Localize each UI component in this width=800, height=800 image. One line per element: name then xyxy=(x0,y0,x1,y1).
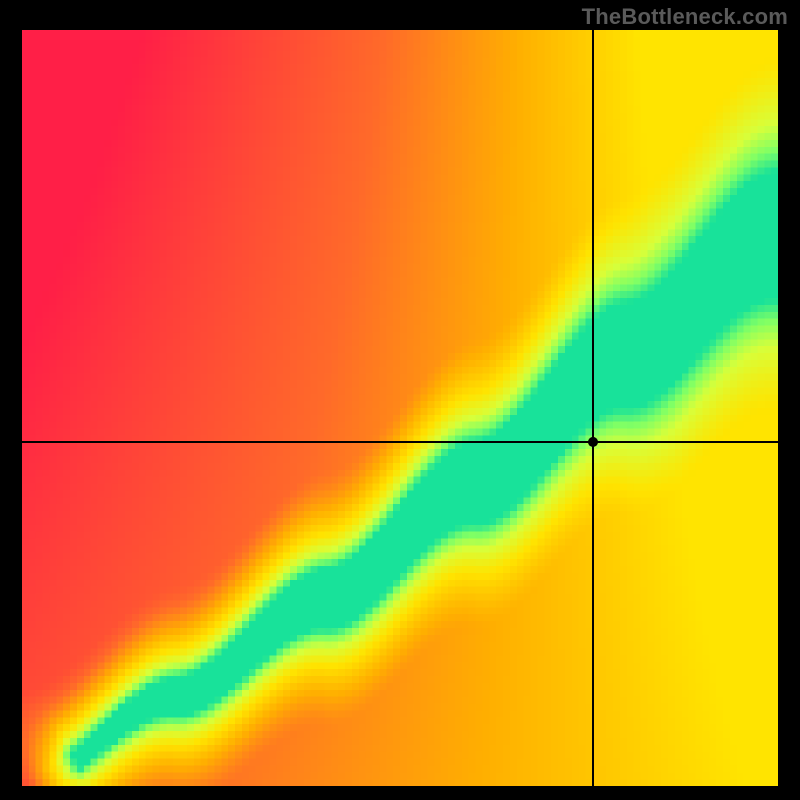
chart-container: { "watermark": { "text": "TheBottleneck.… xyxy=(0,0,800,800)
watermark-text: TheBottleneck.com xyxy=(582,4,788,30)
bottleneck-heatmap xyxy=(22,30,778,786)
crosshair-vertical-line xyxy=(592,30,594,786)
crosshair-marker xyxy=(587,436,599,448)
crosshair-horizontal-line xyxy=(22,441,778,443)
